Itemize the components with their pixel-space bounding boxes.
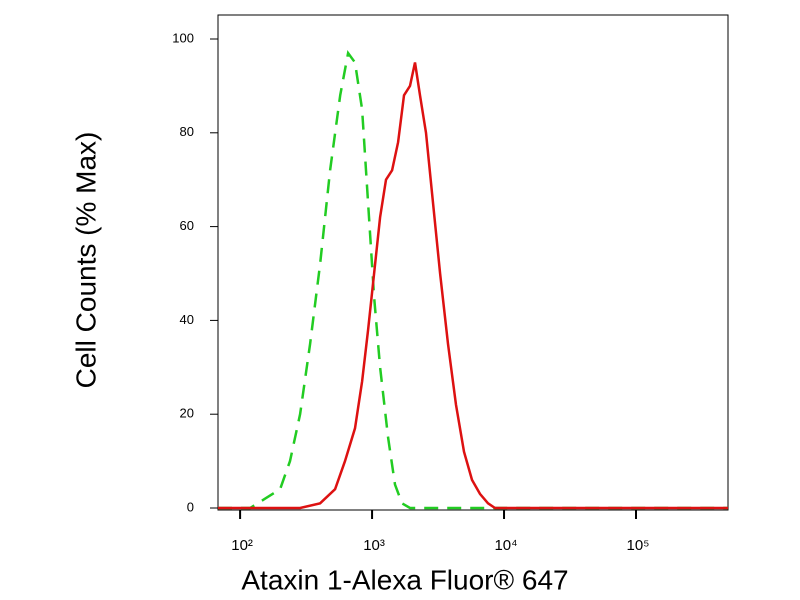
y-tick-label: 40 [180,312,194,327]
y-axis-title: Cell Counts (% Max) [70,132,101,389]
x-tick-label: 10⁴ [494,537,517,554]
y-tick-label: 80 [180,124,194,139]
x-tick-label: 10³ [363,537,385,554]
y-tick-label: 60 [180,218,194,233]
plot-frame [217,14,729,511]
series-line [218,62,728,510]
x-axis-title: Ataxin 1-Alexa Fluor® 647 [241,564,568,595]
series-line [218,50,728,510]
x-tick-label: 10² [231,537,253,554]
x-tick-label: 10⁵ [627,537,650,554]
y-tick-label: 0 [187,499,194,514]
y-tick-label: 100 [172,30,194,45]
y-tick-label: 20 [180,406,194,421]
